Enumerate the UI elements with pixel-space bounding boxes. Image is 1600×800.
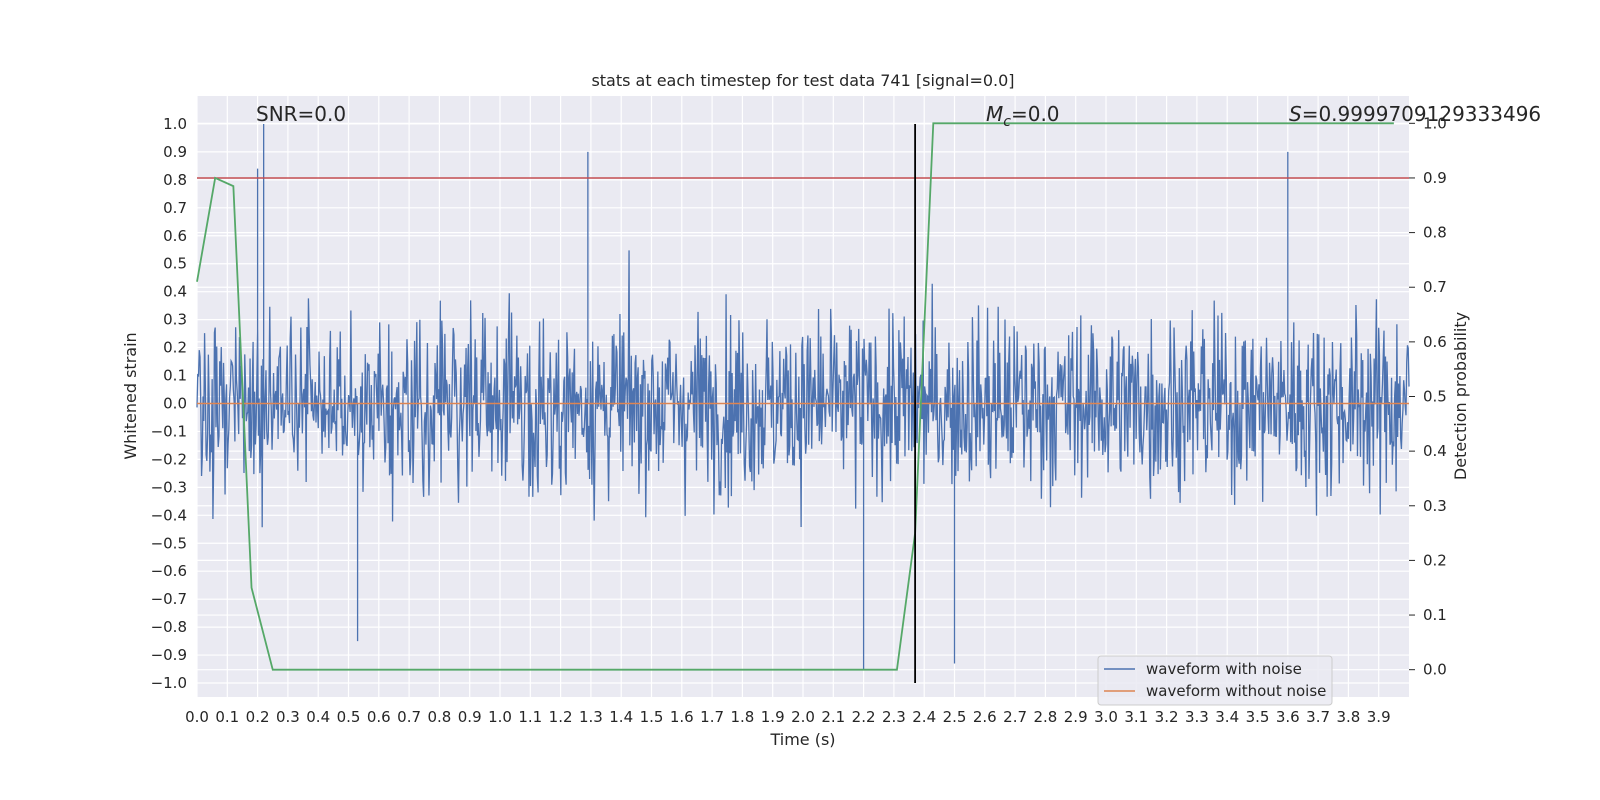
y-tick-label: 0.0 [163,394,187,412]
score-symbol: S [1289,102,1302,126]
y2-tick-label: 0.9 [1423,169,1447,187]
x-tick-label: 0.3 [276,708,300,726]
y-tick-label: −0.1 [151,422,187,440]
y-tick-label: 0.5 [163,255,187,273]
y2-tick-label: 0.4 [1423,442,1447,460]
x-tick-label: 0.6 [367,708,391,726]
chart-marks [196,122,1410,684]
x-tick-label: 0.4 [306,708,330,726]
x-tick-label: 0.0 [185,708,209,726]
legend-box [1097,655,1333,706]
y-tick-label: 0.2 [163,339,187,357]
y-tick-label: −0.3 [151,478,187,496]
x-tick-label: 0.8 [427,708,451,726]
y2-tick-label: 1.0 [1423,114,1447,132]
x-tick-label: 1.9 [761,708,785,726]
x-tick-label: 0.2 [246,708,270,726]
y2-tick-label: 0.3 [1423,497,1447,515]
x-tick-label: 3.6 [1276,708,1300,726]
y2-tick-label: 0.6 [1423,333,1447,351]
y-tick-label: 0.1 [163,367,187,385]
x-tick-label: 1.2 [549,708,573,726]
score-value: =0.9999709129333496 [1302,102,1541,126]
legend: waveform with noise waveform without noi… [1097,655,1333,706]
x-tick-label: 3.1 [1124,708,1148,726]
y-tick-label: −0.5 [151,534,187,552]
y-tick-label: 0.9 [163,143,187,161]
y-tick-label: 1.0 [163,115,187,133]
x-tick-label: 2.3 [882,708,906,726]
x-axis-label: Time (s) [769,730,835,749]
y2-axis-label: Detection probability [1451,312,1470,480]
y-tick-label: 0.3 [163,311,187,329]
chirp-mass-symbol: M [986,102,1003,126]
chirp-mass-value: =0.0 [1011,102,1060,126]
x-tick-label: 1.0 [488,708,512,726]
score-annotation: S=0.9999709129333496 [1289,102,1541,126]
chart-title: stats at each timestep for test data 741… [591,71,1014,90]
y2-tick-label: 0.7 [1423,278,1447,296]
series-waveform-with-noise [196,123,1410,670]
x-tick-label: 0.7 [397,708,421,726]
x-tick-label: 1.3 [579,708,603,726]
x-tick-label: 2.1 [821,708,845,726]
x-tick-label: 2.9 [1064,708,1088,726]
y-tick-label: −0.7 [151,590,187,608]
x-tick-label: 1.7 [700,708,724,726]
x-tick-label: 3.9 [1367,708,1391,726]
legend-label-waveform-without-noise: waveform without noise [1146,682,1326,700]
y-tick-label: −0.2 [151,450,187,468]
y-tick-label: 0.4 [163,283,187,301]
x-tick-label: 2.2 [852,708,876,726]
x-tick-label: 2.7 [1003,708,1027,726]
legend-label-waveform-with-noise: waveform with noise [1146,660,1302,678]
y2-tick-label: 0.5 [1423,388,1447,406]
chirp-mass-annotation: Mc=0.0 [986,102,1060,130]
y2-tick-label: 0.0 [1423,661,1447,679]
x-tick-label: 2.0 [791,708,815,726]
x-tick-label: 3.8 [1336,708,1360,726]
x-tick-label: 1.4 [609,708,633,726]
y2-tick-label: 0.8 [1423,224,1447,242]
x-tick-label: 1.8 [730,708,754,726]
x-tick-label: 1.1 [518,708,542,726]
x-tick-label: 0.1 [215,708,239,726]
x-tick-label: 3.7 [1306,708,1330,726]
y-tick-label: −1.0 [151,674,187,692]
y2-tick-label: 0.1 [1423,606,1447,624]
y-tick-label: −0.6 [151,562,187,580]
x-tick-label: 3.0 [1094,708,1118,726]
y2-tick-label: 0.2 [1423,551,1447,569]
y-axis-label: Whitened strain [121,332,140,459]
x-tick-label: 3.4 [1215,708,1239,726]
y-tick-label: 0.6 [163,227,187,245]
x-tick-label: 3.2 [1155,708,1179,726]
x-tick-label: 2.8 [1033,708,1057,726]
y-tick-label: 0.7 [163,199,187,217]
y-tick-label: −0.8 [151,618,187,636]
x-tick-label: 3.3 [1185,708,1209,726]
x-tick-label: 3.5 [1246,708,1270,726]
x-tick-label: 1.6 [670,708,694,726]
x-tick-label: 2.5 [943,708,967,726]
y-tick-label: −0.4 [151,506,187,524]
x-tick-label: 2.6 [973,708,997,726]
x-tick-label: 2.4 [912,708,936,726]
y-tick-label: 0.8 [163,171,187,189]
series-detection-probability [196,122,1394,671]
x-tick-label: 0.5 [337,708,361,726]
x-tick-label: 1.5 [640,708,664,726]
snr-annotation: SNR=0.0 [256,102,346,126]
x-tick-label: 0.9 [458,708,482,726]
chirp-mass-subscript: c [1003,114,1011,130]
tick-labels: 0.0 0.1 0.2 0.3 0.4 0.5 0.6 0.7 0.8 0.9 1.0 1.1 1.2 1… [151,114,1447,726]
y-tick-label: −0.9 [151,646,187,664]
